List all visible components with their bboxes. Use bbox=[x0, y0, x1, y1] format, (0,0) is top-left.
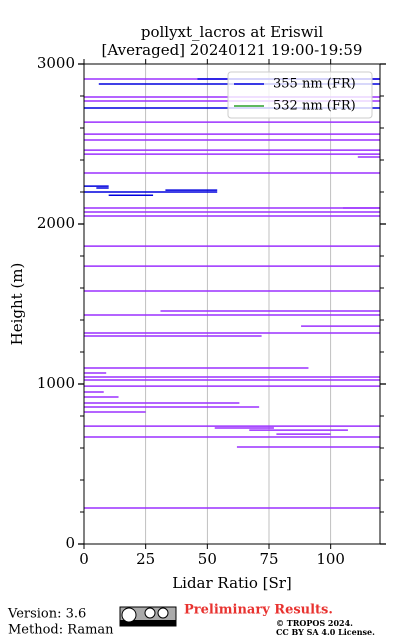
x-tick-label: 25 bbox=[136, 550, 155, 568]
x-tick-label: 0 bbox=[79, 550, 89, 568]
y-tick-label: 3000 bbox=[37, 54, 75, 72]
status: Preliminary Results. bbox=[184, 603, 333, 618]
y-tick-label: 1000 bbox=[37, 374, 75, 392]
copyright: © TROPOS 2024. bbox=[276, 618, 353, 628]
chart-title: pollyxt_lacros at Eriswil bbox=[141, 23, 323, 41]
y-tick-label: 2000 bbox=[37, 214, 75, 232]
x-tick-label: 50 bbox=[198, 550, 217, 568]
license: CC BY SA 4.0 License. bbox=[276, 627, 375, 637]
legend-label: 532 nm (FR) bbox=[273, 99, 356, 114]
y-axis-label: Height (m) bbox=[8, 263, 26, 346]
x-tick-label: 75 bbox=[259, 550, 278, 568]
plot-frame bbox=[83, 63, 381, 545]
x-axis-label: Lidar Ratio [Sr] bbox=[172, 574, 292, 592]
version: Version: 3.6 bbox=[7, 607, 86, 622]
chart-subtitle: [Averaged] 20240121 19:00-19:59 bbox=[102, 41, 363, 59]
legend: 355 nm (FR) 532 nm (FR) bbox=[227, 71, 373, 119]
y-tick-label: 0 bbox=[65, 534, 75, 552]
method: Method: Raman bbox=[8, 623, 114, 638]
cc-logo bbox=[119, 606, 177, 627]
x-tick-label: 100 bbox=[316, 550, 345, 568]
legend-label: 355 nm (FR) bbox=[273, 77, 356, 92]
